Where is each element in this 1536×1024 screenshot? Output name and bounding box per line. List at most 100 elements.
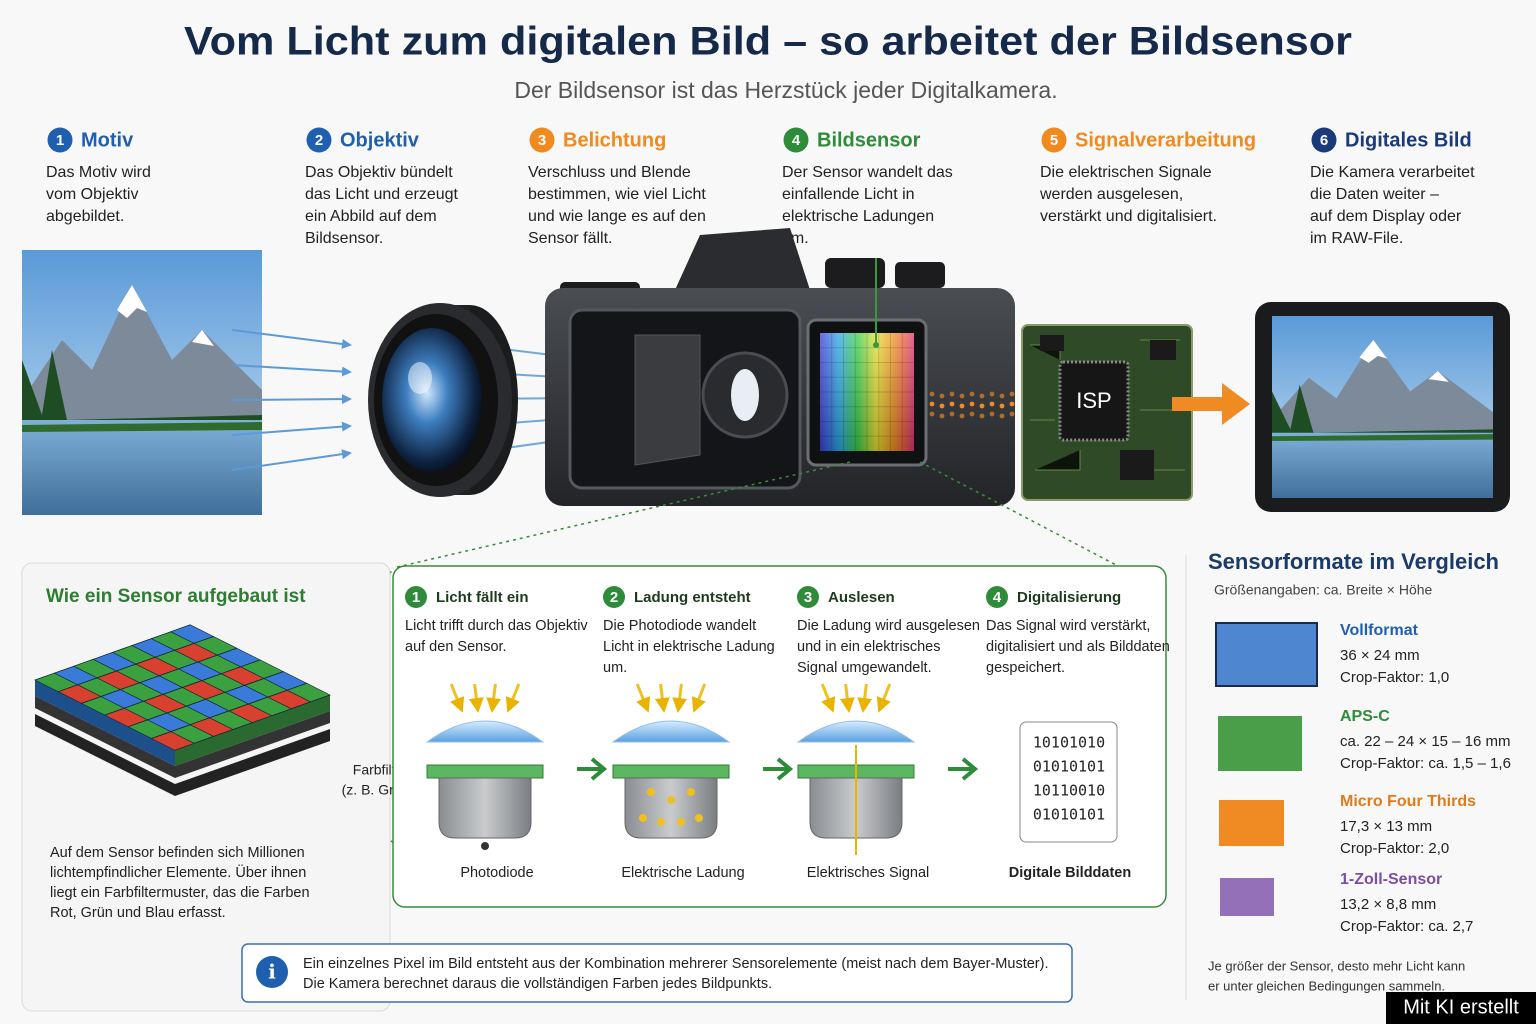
step-text: ein Abbild auf dem <box>305 208 437 225</box>
photodiode <box>624 777 718 839</box>
dot <box>949 391 955 397</box>
charge <box>647 788 655 796</box>
process-title: Licht fällt ein <box>436 589 529 606</box>
dot <box>939 403 945 409</box>
dot <box>979 413 985 419</box>
step-text: Die Kamera verarbeitet <box>1310 164 1475 181</box>
ray <box>231 421 352 436</box>
camera <box>895 262 945 288</box>
step-title: Bildsensor <box>817 129 921 151</box>
diode-dot <box>481 842 489 850</box>
dot <box>969 411 975 417</box>
info-text: Ein einzelnes Pixel im Bild entsteht aus… <box>303 956 1048 992</box>
dot <box>999 403 1005 409</box>
step-number: 1 <box>56 132 64 149</box>
binary-data: 10101010 01010101 10110010 01010101 <box>1033 734 1105 824</box>
dot <box>949 401 955 407</box>
process-caption: Photodiode <box>460 865 533 881</box>
lens <box>408 362 432 394</box>
filter-grid <box>34 624 331 751</box>
step-badge <box>783 127 809 153</box>
badge: Mit KI erstellt <box>1386 992 1536 1024</box>
format-crop: Crop-Faktor: ca. 2,7 <box>1340 918 1473 935</box>
charge <box>687 788 695 796</box>
charge <box>695 814 703 822</box>
motif-image <box>22 250 262 515</box>
title: Vom Licht zum digitalen Bild – so arbeit… <box>184 20 1352 64</box>
light-arrow <box>691 683 707 713</box>
info-box <box>241 943 1073 1003</box>
dot <box>969 391 975 397</box>
dot <box>929 391 935 397</box>
step-text: vom Objektiv <box>46 186 138 203</box>
color-filter <box>612 764 730 779</box>
process-badge <box>986 586 1008 608</box>
step-text: und wie lange es auf den <box>528 208 706 225</box>
badge <box>1386 992 1536 1024</box>
step-list: 1 Motiv Das Motiv wird vom Objektiv abgebild… <box>46 127 1475 247</box>
dot <box>939 393 945 399</box>
step-text: bestimmen, wie viel Licht <box>528 186 706 203</box>
output-arrow <box>1222 383 1250 425</box>
light-arrow <box>505 683 521 713</box>
info-box: i <box>268 960 276 984</box>
step-text: einfallende Licht in <box>782 186 915 203</box>
process-steps: 1 Licht fällt ein Licht trifft durch das O… <box>405 586 1170 881</box>
dot <box>929 411 935 417</box>
step-text: verstärkt und digitalisiert. <box>1040 208 1217 225</box>
lens <box>382 328 482 472</box>
description-line: lichtempfindlicher Elemente. Über ihnen <box>50 863 306 881</box>
step-text: Das Motiv wird <box>46 164 151 181</box>
signal-dots <box>929 391 1015 419</box>
charge <box>639 814 647 822</box>
info-line: Ein einzelnes Pixel im Bild entsteht aus… <box>303 956 1048 972</box>
process-text: gespeichert. <box>986 660 1065 676</box>
format-note: Je größer der Sensor, desto mehr Licht k… <box>1208 958 1465 973</box>
process-badge <box>603 586 625 608</box>
lens <box>368 303 518 497</box>
camera <box>731 369 759 421</box>
isp-board <box>1058 360 1130 442</box>
format-crop: Crop-Faktor: 2,0 <box>1340 840 1449 857</box>
subtitle: Der Bildsensor ist das Herzstück jeder D… <box>514 77 1057 103</box>
process-text: Signal umgewandelt. <box>797 660 932 676</box>
light-arrow <box>468 683 484 713</box>
dot <box>989 391 995 397</box>
step-text: die Daten weiter – <box>1310 186 1439 203</box>
format-size: 13,2 × 8,8 mm <box>1340 896 1436 913</box>
process-number: 3 <box>804 589 812 606</box>
dot <box>999 393 1005 399</box>
formats-title: Sensorformate im Vergleich <box>1208 549 1499 574</box>
light-arrow <box>654 683 670 713</box>
stack-side <box>175 695 330 766</box>
step-text: Verschluss und Blende <box>528 164 691 181</box>
process-text: Die Photodiode wandelt <box>603 618 756 634</box>
step-badge <box>1041 127 1067 153</box>
flow-arrow <box>763 757 794 781</box>
step-title: Objektiv <box>340 129 420 151</box>
process-caption: Elektrisches Signal <box>807 865 930 881</box>
process-text: Das Signal wird verstärkt, <box>986 618 1150 634</box>
sensor-stack <box>34 624 331 796</box>
format-size: ca. 22 – 24 × 15 – 16 mm <box>1340 733 1511 750</box>
format-crop: Crop-Faktor: 1,0 <box>1340 669 1449 686</box>
process-badge <box>797 586 819 608</box>
connector-lines <box>919 461 1119 567</box>
flow-arrow <box>948 757 979 781</box>
photodiode <box>438 777 532 839</box>
light-arrow <box>635 683 651 713</box>
description-line: liegt ein Farbfiltermuster, das die Farb… <box>50 885 310 901</box>
step-number: 5 <box>1050 132 1058 149</box>
sensor-section: Wie ein Sensor aufgebaut ist Farbfilter … <box>21 562 436 1012</box>
step-badge <box>1311 127 1337 153</box>
format-size: 36 × 24 mm <box>1340 647 1420 664</box>
light-arrow <box>672 683 688 713</box>
step-text: Sensor fällt. <box>528 230 612 247</box>
step-text: Das Objektiv bündelt <box>305 164 453 181</box>
section-description: Auf dem Sensor befinden sich Millionen li… <box>50 845 310 921</box>
output-arrow <box>1172 383 1250 425</box>
format-name: Vollformat <box>1340 622 1419 639</box>
